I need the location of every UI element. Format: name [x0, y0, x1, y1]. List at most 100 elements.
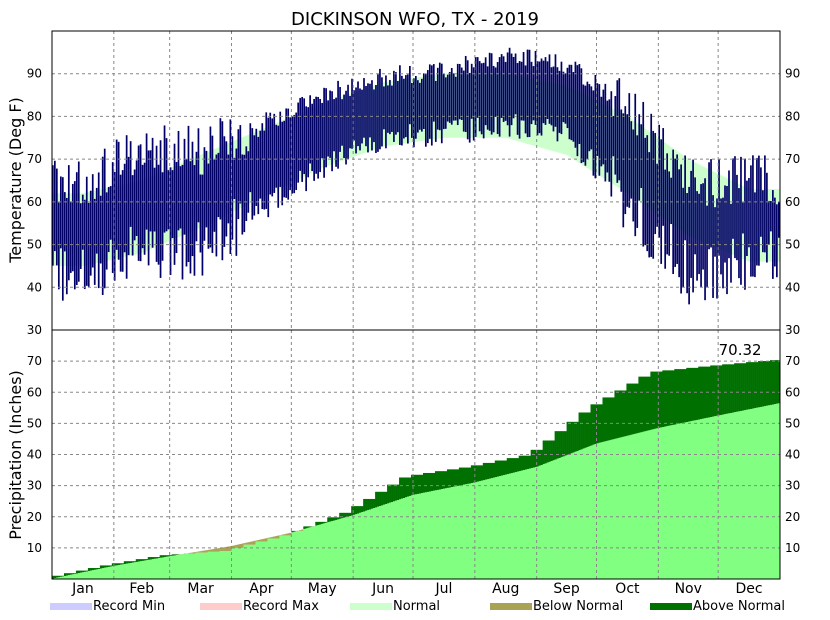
- temperature-tick-label-right: 80: [785, 109, 800, 123]
- temperature-tick-label-left: 30: [27, 323, 42, 337]
- above-normal-precipitation-bar: [606, 397, 609, 441]
- below-normal-precipitation-bar: [197, 551, 200, 553]
- above-normal-precipitation-bar: [95, 568, 99, 570]
- normal-precipitation-bar: [466, 483, 470, 579]
- normal-precipitation-bar: [321, 523, 324, 579]
- below-normal-precipitation-bar: [195, 551, 198, 553]
- normal-precipitation-bar: [544, 463, 547, 579]
- above-normal-precipitation-bar: [712, 365, 715, 417]
- precipitation-tick-label-right: 50: [785, 416, 800, 430]
- observed-temperature-bar: [538, 61, 541, 134]
- above-normal-precipitation-bar: [418, 474, 422, 494]
- observed-temperature-bar: [560, 61, 563, 135]
- normal-precipitation-bar: [143, 560, 147, 579]
- normal-precipitation-bar: [267, 538, 270, 579]
- temperature-tick-label-left: 80: [27, 109, 42, 123]
- above-normal-precipitation-bar: [99, 565, 103, 569]
- above-normal-precipitation-bar: [716, 365, 719, 416]
- normal-precipitation-bar: [175, 555, 178, 579]
- observed-temperature-bar: [592, 90, 595, 176]
- normal-precipitation-bar: [103, 567, 107, 579]
- observed-temperature-bar: [203, 147, 206, 241]
- precipitation-tick-label-left: 70: [27, 354, 42, 368]
- normal-precipitation-bar: [299, 530, 302, 579]
- above-normal-precipitation-bar: [127, 561, 131, 564]
- above-normal-precipitation-bar: [688, 367, 691, 422]
- observed-temperature-bar: [692, 159, 694, 293]
- observed-temperature-bar: [127, 156, 130, 256]
- above-normal-precipitation-bar: [323, 521, 326, 524]
- observed-temperature-bar: [742, 202, 744, 234]
- normal-precipitation-bar: [702, 418, 705, 579]
- above-normal-precipitation-bar: [682, 369, 685, 423]
- observed-temperature-bar: [594, 74, 597, 179]
- normal-precipitation-bar: [592, 444, 595, 579]
- normal-precipitation-bar: [155, 558, 159, 579]
- observed-temperature-bar: [315, 96, 317, 174]
- normal-precipitation-bar: [403, 498, 406, 579]
- observed-temperature-bar: [528, 49, 531, 138]
- normal-precipitation-bar: [776, 403, 779, 579]
- normal-precipitation-bar: [602, 441, 605, 579]
- observed-temperature-bar: [337, 80, 339, 169]
- normal-precipitation-bar: [177, 554, 180, 579]
- observed-temperature-bar: [221, 121, 224, 261]
- above-normal-precipitation-bar: [584, 412, 587, 448]
- above-normal-precipitation-bar: [636, 383, 639, 434]
- normal-precipitation-bar: [133, 562, 137, 579]
- observed-temperature-bar: [446, 74, 449, 122]
- normal-precipitation-bar: [494, 477, 498, 579]
- normal-precipitation-bar: [115, 565, 119, 579]
- normal-precipitation-bar: [159, 557, 162, 579]
- above-normal-precipitation-bar: [592, 404, 595, 445]
- above-normal-precipitation-bar: [317, 521, 320, 526]
- normal-precipitation-bar: [448, 487, 452, 579]
- normal-precipitation-bar: [57, 577, 61, 579]
- observed-temperature-bar: [534, 50, 537, 125]
- above-normal-precipitation-bar: [536, 449, 539, 467]
- above-normal-precipitation-bar: [468, 467, 472, 484]
- normal-precipitation-bar: [221, 550, 224, 579]
- normal-precipitation-bar: [317, 525, 320, 579]
- normal-precipitation-bar: [281, 535, 284, 579]
- above-normal-precipitation-bar: [444, 471, 448, 489]
- observed-temperature-bar: [540, 58, 543, 136]
- normal-precipitation-bar: [456, 485, 460, 579]
- observed-temperature-bar: [422, 73, 425, 129]
- below-normal-precipitation-bar: [225, 546, 228, 551]
- above-normal-precipitation-bar: [422, 472, 426, 493]
- normal-precipitation-bar: [197, 552, 200, 579]
- normal-precipitation-bar: [644, 431, 647, 579]
- observed-temperature-bar: [648, 152, 651, 258]
- observed-temperature-bar: [490, 53, 493, 135]
- above-normal-precipitation-bar: [494, 460, 498, 478]
- observed-temperature-bar: [189, 161, 192, 274]
- observed-temperature-bar: [512, 57, 515, 119]
- normal-precipitation-bar: [528, 468, 531, 579]
- precipitation-tick-label-left: 30: [27, 479, 42, 493]
- below-normal-precipitation-bar: [213, 548, 216, 552]
- observed-temperature-bar: [309, 95, 311, 164]
- normal-precipitation-bar: [399, 499, 402, 579]
- observed-temperature-bar: [417, 80, 419, 133]
- normal-precipitation-bar: [532, 467, 535, 579]
- normal-precipitation-bar: [706, 417, 709, 579]
- normal-precipitation-bar: [303, 528, 306, 579]
- observed-temperature-bar: [746, 180, 748, 257]
- observed-temperature-bar: [129, 141, 132, 227]
- observed-temperature-bar: [217, 152, 220, 217]
- normal-precipitation-bar: [430, 491, 434, 579]
- normal-precipitation-bar: [580, 449, 583, 579]
- above-normal-precipitation-bar: [151, 557, 155, 560]
- observed-temperature-bar: [658, 124, 661, 238]
- above-normal-precipitation-bar: [428, 472, 432, 492]
- normal-precipitation-bar: [596, 443, 599, 579]
- normal-precipitation-bar: [638, 432, 641, 579]
- observed-temperature-bar: [468, 72, 471, 143]
- normal-precipitation-bar: [642, 431, 645, 579]
- above-normal-precipitation-bar: [754, 362, 757, 409]
- observed-temperature-bar: [403, 78, 405, 139]
- temperature-panel: 30 30 40 40 50 50 60 60 70 70 80 80 90 90: [27, 30, 800, 337]
- above-normal-precipitation-bar: [664, 370, 667, 427]
- above-normal-precipitation-bar: [662, 370, 665, 428]
